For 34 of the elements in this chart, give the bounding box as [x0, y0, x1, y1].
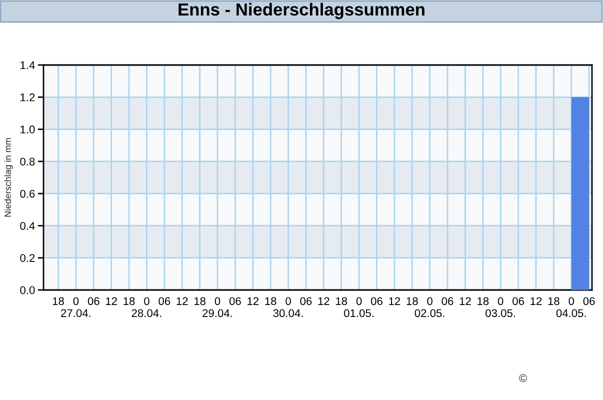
- x-tick-label: 18: [265, 297, 276, 306]
- y-tick-label: 1.0: [20, 126, 35, 134]
- x-tick-label: 18: [478, 297, 489, 306]
- y-tick-label: 0.2: [20, 254, 35, 262]
- chart-title: Enns - Niederschlagssummen: [178, 2, 424, 20]
- y-tick-label: 1.4: [20, 61, 35, 70]
- x-tick-label: 18: [548, 297, 560, 306]
- y-tick-label: 0.4: [20, 222, 35, 230]
- y-tick-label: 0.8: [20, 158, 35, 166]
- text: ©: [519, 374, 527, 382]
- x-tick-label: 18: [124, 297, 135, 306]
- x-tick-label: 06: [370, 297, 382, 306]
- x-tick-label: 12: [106, 297, 117, 305]
- x-tick-label: 12: [460, 297, 471, 305]
- x-tick-label: 06: [88, 297, 100, 306]
- x-tick-label: 18: [52, 297, 64, 306]
- x-tick-label: 06: [583, 297, 595, 306]
- y-axis-title: Niederschlag in mm: [4, 138, 13, 217]
- x-tick-label: 12: [248, 297, 258, 305]
- y-tick-label: 1.2: [20, 93, 35, 102]
- x-tick-label: 18: [336, 297, 348, 306]
- x-tick-label: 06: [158, 297, 170, 306]
- x-tick-label: 12: [176, 297, 188, 305]
- x-tick-label: 18: [406, 297, 418, 306]
- x-tick-label: 06: [512, 297, 524, 306]
- y-tick-label: 0.0: [20, 286, 35, 294]
- x-tick-label: 18: [194, 297, 206, 306]
- x-tick-label: 06: [229, 297, 241, 306]
- x-tick-label: 06: [300, 297, 312, 306]
- x-tick-label: 12: [530, 297, 542, 305]
- x-tick-label: 12: [318, 297, 330, 305]
- y-tick-label: 0.6: [20, 190, 35, 198]
- x-tick-label: 12: [389, 297, 400, 305]
- x-tick-label: 06: [442, 297, 454, 306]
